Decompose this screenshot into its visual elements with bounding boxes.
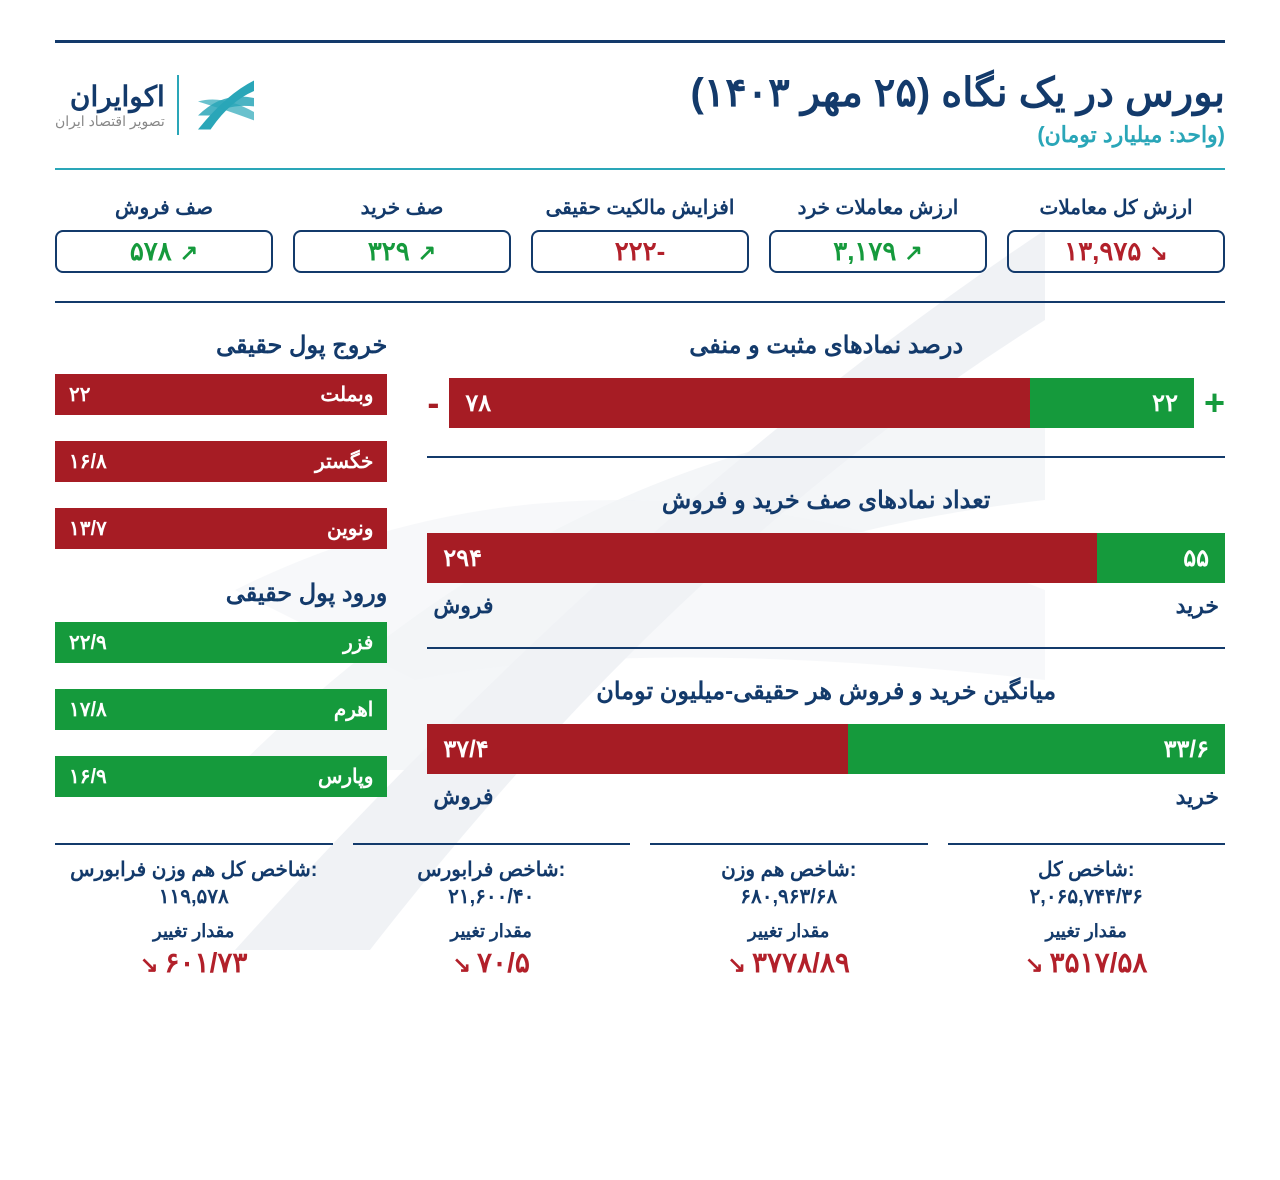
outflow-item: وبملت۲۲ (55, 374, 387, 415)
index-label: شاخص کل هم وزن فرابورس: (55, 857, 333, 882)
metric-value: ۳,۱۷۹ (769, 230, 987, 273)
index-card: شاخص فرابورس: ۲۱,۶۰۰/۴۰ مقدار تغییر ۷۰/۵ (353, 843, 631, 979)
positive-segment: ۲۲ (1030, 378, 1194, 428)
metric-card: صف خرید ۳۲۹ (293, 195, 511, 273)
inflow-list: فزر۲۲/۹ اهرم۱۷/۸ وپارس۱۶/۹ (55, 622, 387, 797)
outflow-item: ونوین۱۳/۷ (55, 508, 387, 549)
metric-label: صف خرید (293, 195, 511, 220)
divider (427, 456, 1225, 458)
inflow-item: وپارس۱۶/۹ (55, 756, 387, 797)
index-value: ۲۱,۶۰۰/۴۰ (353, 884, 631, 909)
label-buy: خرید (1176, 593, 1219, 619)
divider (55, 168, 1225, 170)
index-card: شاخص کل هم وزن فرابورس: ۱۱۹,۵۷۸ مقدار تغ… (55, 843, 333, 979)
chart-title: میانگین خرید و فروش هر حقیقی-میلیون توما… (427, 677, 1225, 706)
top-border (55, 40, 1225, 45)
plus-sign: + (1204, 382, 1225, 424)
change-value: ۳۵۱۷/۵۸ (948, 946, 1226, 979)
chart-positive-negative: درصد نمادهای مثبت و منفی - ۷۸ ۲۲ + (427, 331, 1225, 428)
outflow-list: وبملت۲۲ خگستر۱۶/۸ ونوین۱۳/۷ (55, 374, 387, 549)
metric-value: -۲۲۲ (531, 230, 749, 273)
chart-title: درصد نمادهای مثبت و منفی (427, 331, 1225, 360)
label-buy: خرید (1176, 784, 1219, 810)
metric-label: ارزش کل معاملات (1007, 195, 1225, 220)
chart-queue-count: تعداد نمادهای صف خرید و فروش ۲۹۴ ۵۵ فروش… (427, 486, 1225, 619)
outflow-item: خگستر۱۶/۸ (55, 441, 387, 482)
logo-icon (191, 70, 261, 140)
buy-segment: ۳۳/۶ (848, 724, 1225, 774)
inflow-item: فزر۲۲/۹ (55, 622, 387, 663)
brand-tagline: تصویر اقتصاد ایران (55, 113, 165, 130)
inflow-title: ورود پول حقیقی (55, 579, 387, 608)
metrics-row: ارزش کل معاملات ۱۳,۹۷۵ ارزش معاملات خرد … (55, 195, 1225, 273)
change-label: مقدار تغییر (55, 921, 333, 942)
footer-indices: شاخص کل هم وزن فرابورس: ۱۱۹,۵۷۸ مقدار تغ… (55, 843, 1225, 979)
metric-label: صف فروش (55, 195, 273, 220)
sell-segment: ۲۹۴ (427, 533, 1097, 583)
index-label: شاخص فرابورس: (353, 857, 631, 882)
divider (427, 647, 1225, 649)
change-label: مقدار تغییر (353, 921, 631, 942)
index-value: ۲,۰۶۵,۷۴۴/۳۶ (948, 884, 1226, 909)
change-label: مقدار تغییر (650, 921, 928, 942)
brand-name: اکوایران (55, 80, 165, 113)
index-card: شاخص کل: ۲,۰۶۵,۷۴۴/۳۶ مقدار تغییر ۳۵۱۷/۵… (948, 843, 1226, 979)
metric-card: افزایش مالکیت حقیقی -۲۲۲ (531, 195, 749, 273)
chart-avg-trade: میانگین خرید و فروش هر حقیقی-میلیون توما… (427, 677, 1225, 810)
header: بورس در یک نگاه (۲۵ مهر ۱۴۰۳) (واحد: میل… (55, 70, 1225, 148)
change-value: ۷۰/۵ (353, 946, 631, 979)
metric-card: ارزش معاملات خرد ۳,۱۷۹ (769, 195, 987, 273)
metric-card: صف فروش ۵۷۸ (55, 195, 273, 273)
change-value: ۳۷۷۸/۸۹ (650, 946, 928, 979)
buy-segment: ۵۵ (1097, 533, 1225, 583)
index-value: ۶۸۰,۹۶۳/۶۸ (650, 884, 928, 909)
chart-title: تعداد نمادهای صف خرید و فروش (427, 486, 1225, 515)
index-card: شاخص هم وزن: ۶۸۰,۹۶۳/۶۸ مقدار تغییر ۳۷۷۸… (650, 843, 928, 979)
metric-label: ارزش معاملات خرد (769, 195, 987, 220)
logo: اکوایران تصویر اقتصاد ایران (55, 70, 261, 140)
index-label: شاخص هم وزن: (650, 857, 928, 882)
divider (55, 301, 1225, 303)
label-sell: فروش (433, 784, 493, 810)
change-value: ۶۰۱/۷۳ (55, 946, 333, 979)
metric-label: افزایش مالکیت حقیقی (531, 195, 749, 220)
metric-value: ۱۳,۹۷۵ (1007, 230, 1225, 273)
subtitle: (واحد: میلیارد تومان) (690, 122, 1225, 148)
sell-segment: ۳۷/۴ (427, 724, 847, 774)
metric-value: ۳۲۹ (293, 230, 511, 273)
negative-segment: ۷۸ (449, 378, 1030, 428)
metric-card: ارزش کل معاملات ۱۳,۹۷۵ (1007, 195, 1225, 273)
metric-value: ۵۷۸ (55, 230, 273, 273)
label-sell: فروش (433, 593, 493, 619)
index-label: شاخص کل: (948, 857, 1226, 882)
index-value: ۱۱۹,۵۷۸ (55, 884, 333, 909)
page-title: بورس در یک نگاه (۲۵ مهر ۱۴۰۳) (690, 70, 1225, 116)
change-label: مقدار تغییر (948, 921, 1226, 942)
minus-sign: - (427, 382, 439, 424)
inflow-item: اهرم۱۷/۸ (55, 689, 387, 730)
outflow-title: خروج پول حقیقی (55, 331, 387, 360)
